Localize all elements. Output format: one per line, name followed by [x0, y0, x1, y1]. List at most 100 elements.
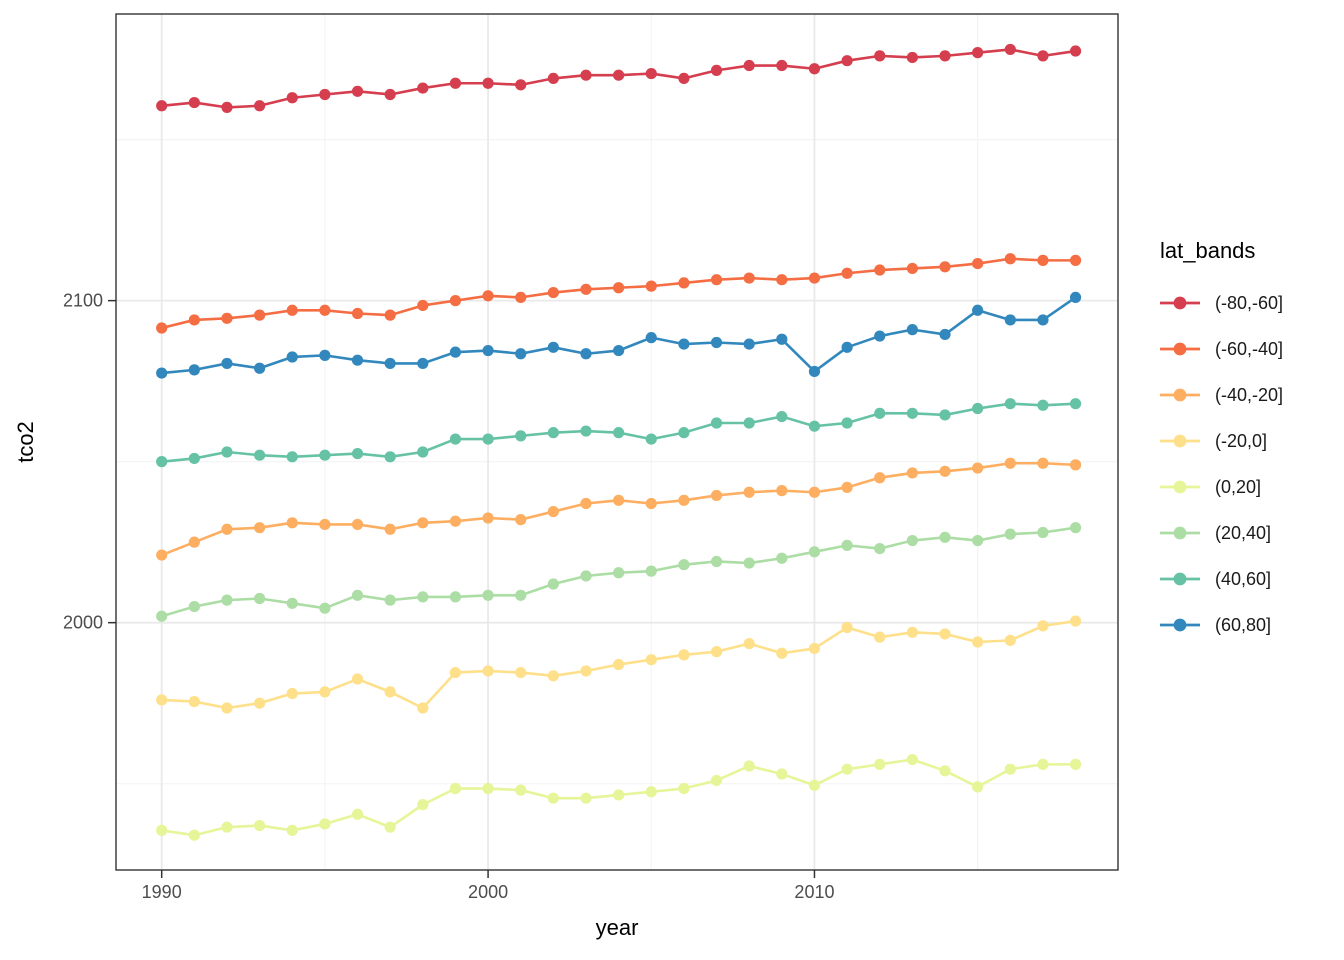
data-point [547, 286, 559, 299]
data-point [906, 324, 918, 336]
data-point [580, 348, 592, 360]
data-point [188, 452, 200, 465]
data-point [808, 272, 821, 284]
data-point [906, 51, 918, 64]
series-points-1 [156, 253, 1082, 334]
legend-item: (-40,-20] [1160, 372, 1283, 418]
data-point [1004, 253, 1016, 265]
data-point [449, 77, 462, 89]
series-points-7 [156, 291, 1082, 379]
data-point [1004, 43, 1016, 56]
data-point [319, 304, 331, 316]
data-point [645, 654, 657, 666]
data-point [351, 447, 364, 460]
data-point [874, 330, 886, 342]
data-point [580, 69, 592, 81]
data-point [1037, 758, 1049, 770]
data-point [743, 557, 755, 569]
data-point [906, 626, 918, 638]
data-point [384, 357, 396, 370]
data-point [547, 670, 559, 682]
data-point [580, 570, 592, 582]
data-point [613, 344, 625, 357]
data-point [874, 472, 886, 484]
data-point [972, 462, 984, 474]
series-points-0 [156, 43, 1082, 113]
data-point [351, 354, 364, 366]
legend-item-label: (40,60] [1215, 568, 1272, 589]
data-point [156, 322, 168, 334]
data-point [417, 446, 429, 458]
data-point [417, 357, 429, 370]
data-point [710, 774, 723, 787]
data-point [645, 565, 657, 577]
legend-item-label: (-80,-60] [1215, 292, 1284, 313]
data-point [449, 782, 462, 795]
data-point [743, 338, 755, 350]
data-point [874, 542, 886, 555]
data-point [384, 523, 396, 535]
data-point [613, 789, 625, 801]
data-point [972, 781, 984, 793]
data-point [547, 792, 559, 804]
data-point [808, 779, 821, 791]
data-point [972, 636, 984, 648]
data-point [482, 344, 494, 357]
data-point [449, 591, 462, 603]
data-point [254, 309, 266, 321]
data-point [1037, 399, 1049, 411]
data-point [939, 531, 951, 543]
data-point [515, 430, 527, 442]
data-point [254, 100, 266, 112]
data-point [449, 433, 462, 445]
data-point [1069, 758, 1082, 770]
plot-area [116, 14, 1118, 870]
data-point [874, 264, 886, 276]
data-point [1037, 457, 1049, 469]
data-point [906, 534, 918, 547]
data-point [808, 365, 821, 378]
data-point [384, 309, 396, 321]
data-point [188, 829, 200, 841]
data-point [678, 494, 690, 506]
data-point [156, 100, 168, 112]
data-point [1069, 45, 1082, 57]
data-point [351, 673, 364, 685]
data-point [939, 409, 951, 421]
data-point [776, 274, 788, 286]
data-point [841, 417, 853, 429]
legend-item-label: (-20,0] [1215, 430, 1268, 451]
data-point [776, 485, 788, 497]
data-point [515, 79, 527, 91]
data-point [743, 638, 755, 650]
data-point [743, 760, 755, 772]
data-point [939, 261, 951, 273]
data-point [417, 591, 429, 603]
data-point [710, 336, 723, 349]
data-point [188, 536, 200, 548]
y-axis-tick-label: 2100 [62, 290, 103, 311]
data-point [1069, 254, 1082, 266]
data-point [939, 328, 951, 341]
data-point [351, 518, 364, 531]
data-point [547, 72, 559, 85]
data-point [939, 628, 951, 640]
data-point [1004, 634, 1016, 646]
data-point [678, 72, 690, 85]
data-point [906, 262, 918, 275]
data-point [678, 427, 690, 439]
data-point [515, 348, 527, 360]
data-point [710, 274, 723, 286]
data-point [645, 497, 657, 510]
data-point [580, 283, 592, 295]
data-point [776, 410, 788, 423]
data-point [351, 85, 364, 97]
data-point [286, 687, 298, 700]
data-point [482, 665, 494, 677]
data-point [417, 702, 429, 714]
series-points-4 [156, 753, 1082, 841]
data-point [874, 50, 886, 62]
data-point [776, 768, 788, 780]
data-point [613, 658, 625, 671]
